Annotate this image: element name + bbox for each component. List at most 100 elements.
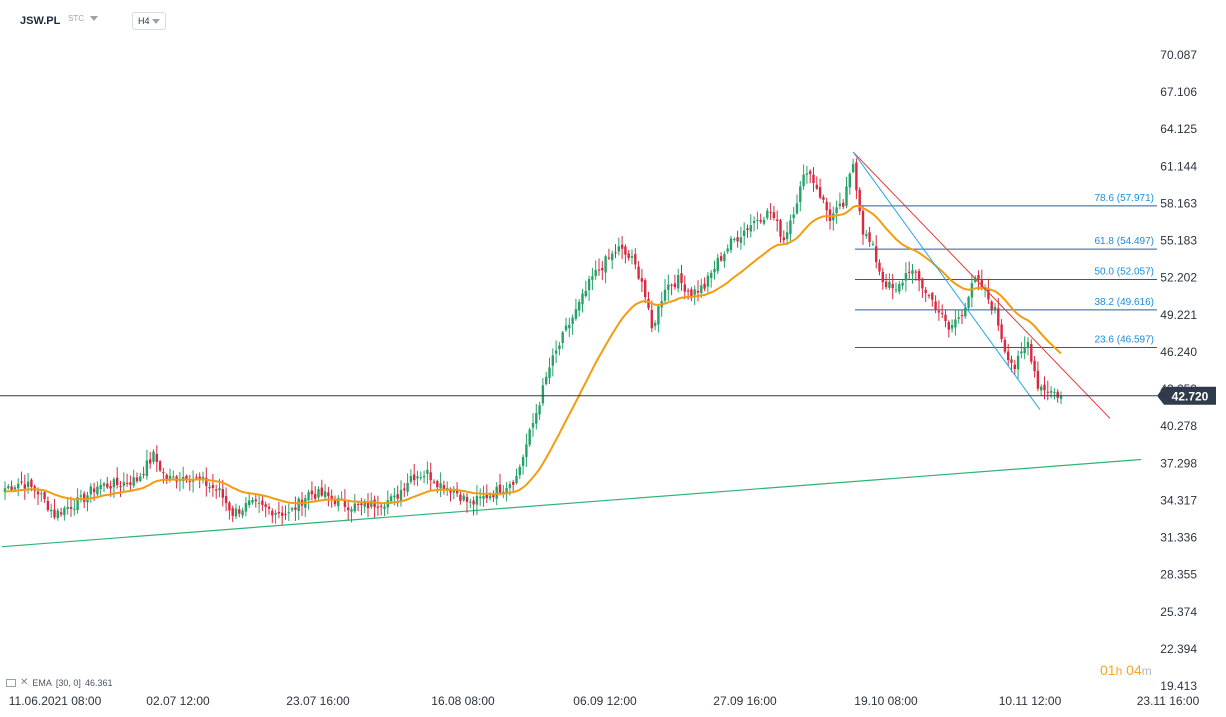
candle: [20, 481, 23, 483]
candle: [452, 489, 455, 493]
price-type-dropdown[interactable]: STC: [68, 14, 98, 23]
candle: [271, 510, 274, 516]
candle: [139, 476, 142, 482]
indicator-settings-icon[interactable]: [6, 678, 16, 687]
candle: [601, 268, 604, 271]
close-icon[interactable]: ✕: [20, 677, 29, 688]
candle: [888, 281, 891, 288]
symbol-label[interactable]: JSW.PL: [20, 15, 61, 27]
candle: [861, 210, 865, 235]
candle: [977, 274, 980, 280]
candle: [908, 271, 911, 273]
candle: [307, 492, 310, 501]
candle: [789, 220, 792, 235]
candle: [165, 474, 168, 481]
candle: [1046, 391, 1049, 393]
interval-dropdown[interactable]: H4: [132, 12, 166, 30]
candle: [56, 510, 59, 519]
candle: [287, 512, 290, 514]
candle: [759, 219, 762, 222]
candle: [277, 511, 281, 514]
candle: [1043, 384, 1046, 391]
candle: [640, 278, 644, 282]
candle: [756, 219, 759, 221]
y-tick-label: 70.087: [1160, 48, 1197, 62]
candle: [878, 262, 881, 272]
candle: [221, 489, 224, 498]
x-tick-label: 27.09 16:00: [713, 694, 777, 708]
candle: [828, 209, 832, 221]
x-tick-label: 23.11 16:00: [1137, 694, 1200, 708]
candle: [267, 506, 271, 509]
candle: [63, 508, 66, 516]
candle: [92, 488, 96, 493]
candle: [627, 253, 630, 259]
countdown-hours-unit: h: [1115, 664, 1123, 678]
x-tick-label: 11.06.2021 08:00: [9, 694, 102, 708]
candle: [1053, 392, 1056, 394]
candle: [884, 281, 888, 288]
fib-level-label: 78.6 (57.971): [1095, 193, 1155, 204]
candle: [333, 499, 337, 505]
candle: [257, 502, 261, 504]
y-tick-label: 46.240: [1160, 345, 1197, 359]
candle: [455, 488, 459, 494]
candle: [1040, 386, 1043, 391]
candle: [1000, 324, 1003, 340]
candle: [231, 507, 234, 517]
candle: [218, 488, 221, 491]
chevron-down-icon: [152, 18, 160, 24]
y-tick-label: 64.125: [1160, 122, 1197, 136]
candle: [752, 220, 756, 224]
candle: [482, 495, 485, 499]
y-tick-label: 34.317: [1160, 493, 1197, 507]
candle: [990, 301, 993, 310]
candle: [43, 492, 46, 500]
x-tick-label: 02.07 12:00: [146, 694, 210, 708]
candle: [607, 257, 611, 259]
candle: [647, 298, 650, 308]
candle: [881, 271, 884, 283]
candle: [353, 503, 356, 512]
candle: [337, 498, 340, 507]
candle: [498, 484, 502, 495]
candle-countdown: 01h 04m: [1100, 662, 1152, 678]
candle: [650, 310, 653, 329]
candle: [122, 482, 125, 486]
candle: [785, 232, 789, 240]
candle: [310, 490, 314, 495]
candle: [119, 486, 122, 488]
candle: [974, 277, 977, 282]
candle: [228, 502, 231, 511]
candle: [614, 252, 617, 254]
y-tick-label: 55.183: [1160, 234, 1197, 248]
candle: [106, 483, 109, 488]
candle: [706, 275, 710, 287]
price-type-label: STC: [68, 14, 84, 23]
candle: [492, 493, 495, 498]
candle: [380, 505, 383, 507]
candle: [792, 214, 795, 219]
candle: [693, 289, 696, 295]
candle: [554, 350, 558, 354]
candle: [360, 503, 363, 506]
candle: [947, 322, 950, 330]
candle: [954, 319, 957, 328]
candle: [205, 477, 208, 486]
candle: [317, 489, 320, 498]
candle: [528, 429, 531, 445]
candle: [719, 256, 723, 261]
countdown-hours: 01: [1100, 662, 1116, 678]
candle: [1049, 391, 1053, 393]
candle: [432, 481, 436, 483]
candle: [238, 509, 241, 514]
candle: [970, 283, 974, 298]
candle: [469, 501, 472, 503]
candle: [343, 499, 347, 508]
chevron-down-icon: [90, 16, 98, 21]
candle: [531, 423, 535, 428]
candle: [1007, 351, 1010, 360]
candle: [898, 284, 901, 292]
candle: [479, 496, 482, 498]
